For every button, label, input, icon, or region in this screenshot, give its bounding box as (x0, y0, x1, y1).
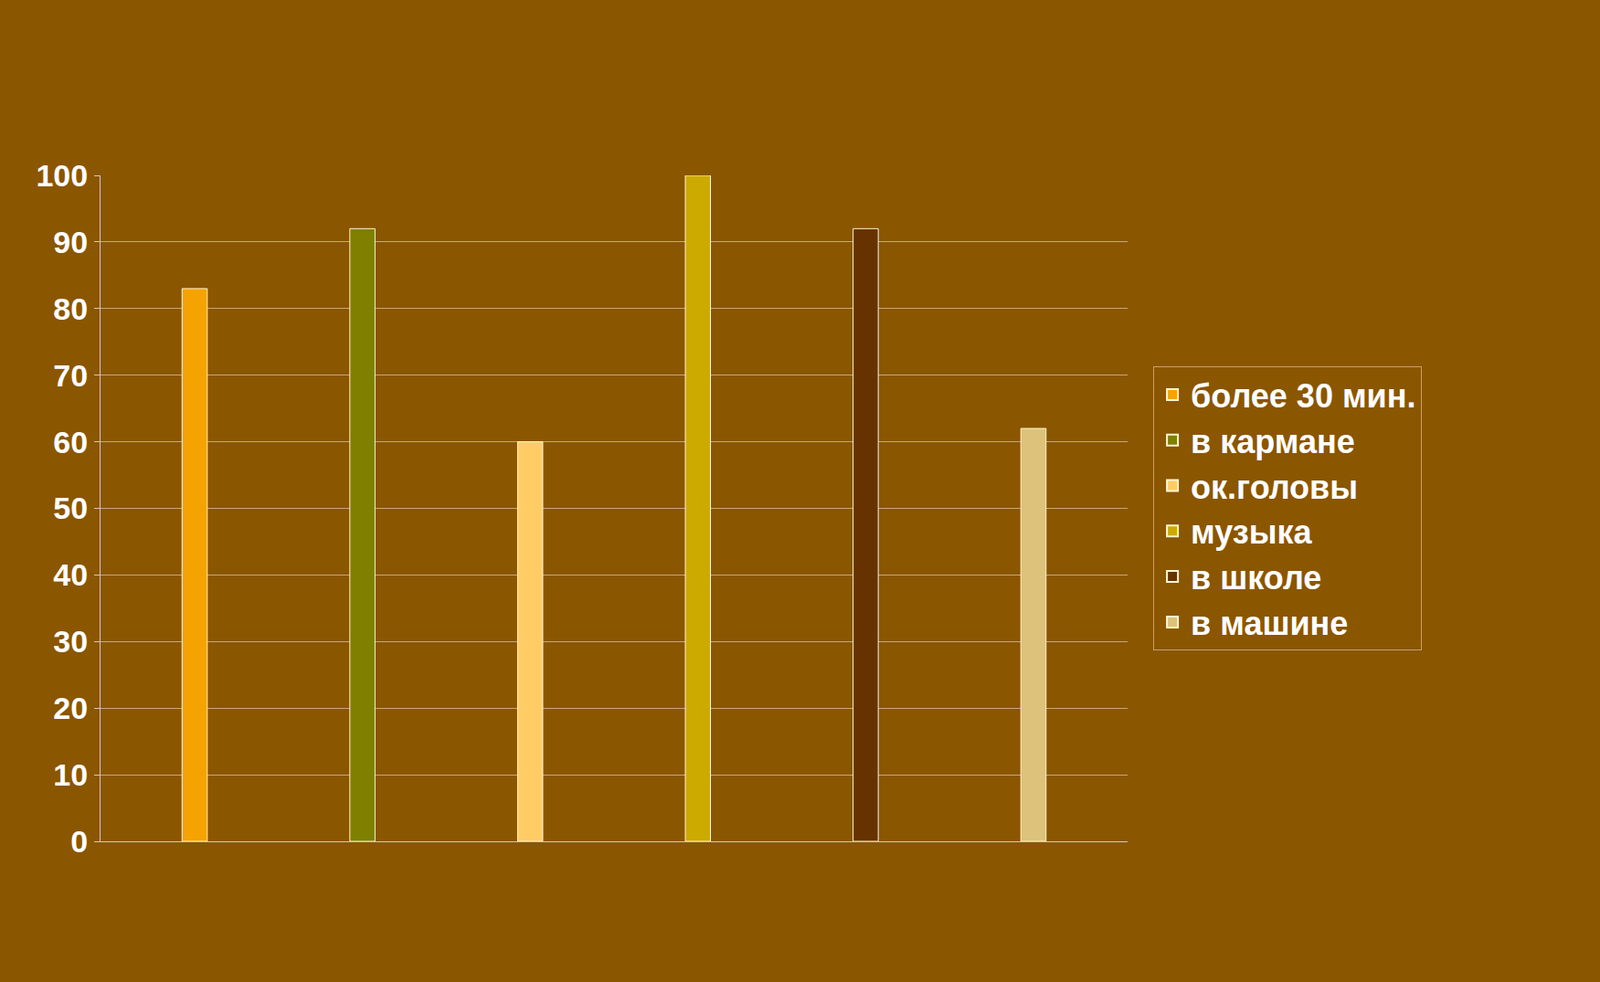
svg-text:ок.головы: ок.головы (1190, 468, 1358, 507)
svg-text:90: 90 (52, 224, 88, 260)
svg-text:музыка: музыка (1190, 513, 1313, 551)
svg-text:0: 0 (70, 824, 88, 859)
svg-text:50: 50 (52, 490, 88, 526)
svg-text:40: 40 (52, 557, 88, 593)
svg-text:10: 10 (52, 757, 88, 793)
svg-text:70: 70 (52, 358, 88, 393)
svg-text:100: 100 (35, 158, 88, 193)
svg-text:30: 30 (52, 624, 88, 659)
svg-text:60: 60 (52, 424, 88, 460)
svg-text:в школе: в школе (1190, 559, 1322, 597)
svg-text:в кармане: в кармане (1190, 423, 1356, 461)
svg-text:в машине: в машине (1190, 604, 1348, 643)
svg-text:более 30 мин.: более 30 мин. (1190, 377, 1416, 415)
svg-text:20: 20 (52, 690, 88, 726)
svg-text:80: 80 (52, 291, 88, 327)
